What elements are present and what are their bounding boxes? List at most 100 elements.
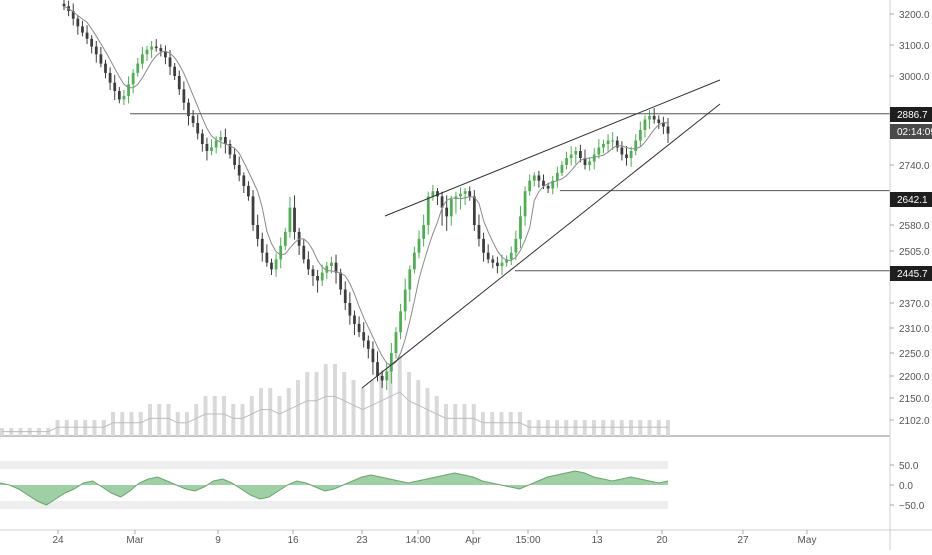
candle-body — [233, 154, 236, 165]
volume-bar — [305, 372, 310, 436]
candle-body — [583, 158, 587, 165]
volume-bar — [619, 420, 624, 436]
candle-body — [592, 154, 596, 162]
volume-bar — [296, 380, 300, 436]
volume-bar — [444, 404, 448, 436]
volume-bar — [582, 420, 587, 436]
candle-body — [274, 259, 278, 270]
oscillator-lower-band — [0, 501, 668, 509]
candle-body — [283, 231, 287, 246]
candle-body — [150, 46, 153, 50]
candle-body — [569, 154, 573, 158]
volume-bar — [333, 364, 337, 436]
volume-bar — [490, 412, 495, 436]
moving-average-layer — [63, 5, 669, 366]
candle-body — [523, 191, 527, 217]
volume-bar — [536, 420, 541, 436]
candle-body — [237, 165, 241, 176]
price-tick-label: 2200.0 — [899, 372, 930, 383]
candle-body — [588, 161, 592, 165]
candle-body — [436, 191, 439, 197]
volume-bar — [74, 420, 78, 436]
volume-bar — [148, 404, 152, 436]
candle-body — [500, 262, 504, 266]
candle-body — [320, 272, 324, 281]
volume-bar — [453, 404, 458, 436]
time-axis[interactable]: 24 Mar 9 16 23 14:00 Apr 15:00 13 20 27 May — [52, 530, 816, 546]
volume-bar — [592, 420, 596, 436]
candle-body — [113, 82, 117, 91]
candle-body — [371, 348, 375, 363]
candle-body — [634, 140, 638, 151]
candle-body — [104, 63, 107, 73]
price-tick-label: 3100.0 — [899, 41, 930, 52]
candle-body — [219, 137, 223, 141]
candle-body — [279, 245, 283, 260]
volume-bar — [397, 356, 402, 436]
drawing-tools-layer[interactable] — [130, 79, 890, 389]
volume-bar — [222, 396, 226, 436]
candle-body — [413, 252, 416, 270]
level-label-1: 2642.1 — [897, 195, 928, 206]
candle-body — [459, 193, 462, 197]
oscillator-tick-label: 50.0 — [899, 461, 919, 472]
candle-body — [316, 276, 319, 281]
candle-body — [177, 76, 181, 90]
candle-body — [606, 140, 610, 144]
price-tick-label: 2740.0 — [899, 161, 930, 172]
level-tag-1: 2642.1 — [890, 192, 932, 207]
candle-body — [648, 116, 651, 120]
volume-bar — [666, 420, 670, 436]
candle-body — [154, 46, 158, 49]
candle-body — [652, 116, 656, 120]
price-tick-label: 2102.0 — [899, 416, 930, 427]
wedge-upper-trendline — [384, 79, 721, 217]
volume-bar — [166, 404, 171, 436]
volume-bar — [194, 404, 199, 436]
candle-body — [380, 376, 384, 381]
volume-bar — [342, 372, 347, 436]
candle-body — [265, 252, 269, 263]
time-tick-label: Mar — [126, 535, 144, 546]
candle-body — [491, 259, 495, 263]
volume-bar — [157, 404, 162, 436]
current-price-tag: 2886.7 — [890, 107, 932, 122]
candle-body — [330, 262, 333, 266]
candle-body — [339, 272, 343, 290]
candle-body — [482, 238, 485, 253]
time-tick-label: 15:00 — [515, 535, 540, 546]
candle-body — [191, 116, 195, 123]
candle-body — [94, 46, 98, 55]
candle-body — [445, 207, 449, 217]
current-price-label: 2886.7 — [897, 110, 928, 121]
oscillator-line — [0, 470, 669, 506]
candle-body — [514, 238, 518, 253]
price-tick-label: 2310.0 — [899, 324, 930, 335]
candle-body — [182, 89, 186, 103]
volume-bar — [314, 372, 319, 436]
candle-body — [486, 252, 490, 260]
candle-body — [505, 259, 509, 263]
candle-body — [537, 175, 541, 181]
candle-body — [205, 144, 209, 151]
oscillator-pane — [0, 461, 669, 509]
candle-body — [532, 175, 536, 181]
volume-bar — [518, 412, 522, 436]
volume-bar — [647, 420, 652, 436]
volume-bar — [277, 396, 282, 436]
time-tick-label: 13 — [591, 535, 603, 546]
volume-bar — [573, 420, 578, 436]
volume-bar — [471, 404, 476, 436]
volume-bar — [129, 412, 134, 436]
volume-bar — [111, 412, 115, 436]
candle-body — [302, 245, 306, 260]
candle-body — [666, 126, 670, 134]
wedge-lower-trendline — [361, 103, 721, 389]
candle-body — [343, 289, 347, 303]
candle-body — [426, 196, 430, 225]
time-tick-label: 20 — [656, 535, 668, 546]
candle-body — [71, 10, 75, 19]
oscillator-tick-label: −50.0 — [899, 501, 925, 512]
